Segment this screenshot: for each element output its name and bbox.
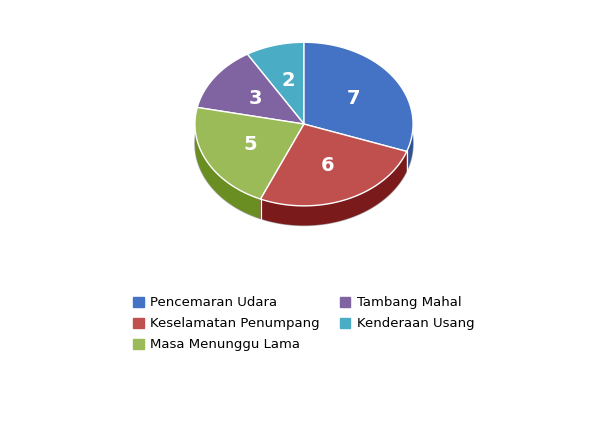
Text: 2: 2 (281, 71, 295, 90)
Text: 5: 5 (244, 135, 258, 154)
Polygon shape (407, 125, 413, 171)
Legend: Pencemaran Udara, Keselamatan Penumpang, Masa Menunggu Lama, Tambang Mahal, Kend: Pencemaran Udara, Keselamatan Penumpang,… (128, 291, 480, 357)
Polygon shape (195, 62, 413, 226)
Text: 3: 3 (248, 88, 262, 108)
Polygon shape (304, 42, 413, 152)
Polygon shape (197, 54, 304, 124)
Polygon shape (195, 107, 304, 199)
Polygon shape (247, 42, 304, 124)
Polygon shape (261, 152, 407, 226)
Polygon shape (195, 124, 261, 219)
Polygon shape (261, 124, 407, 206)
Text: 6: 6 (321, 156, 335, 175)
Text: 7: 7 (346, 88, 360, 108)
